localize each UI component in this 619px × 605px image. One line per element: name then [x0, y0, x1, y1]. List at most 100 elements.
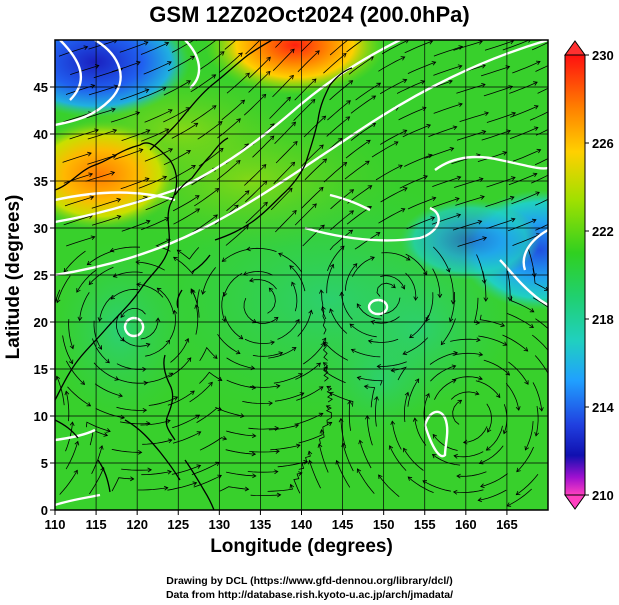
streamline-arrow — [213, 354, 218, 359]
y-tick-label: 25 — [34, 268, 48, 283]
streamline — [243, 270, 273, 276]
streamline-arrow — [86, 260, 92, 266]
streamline-arrow — [524, 380, 529, 385]
streamline — [167, 482, 197, 491]
streamline-arrow — [246, 246, 251, 252]
streamline — [172, 414, 200, 429]
streamline — [348, 56, 374, 75]
streamline — [95, 408, 125, 419]
streamline — [169, 310, 176, 340]
streamline-arrow — [120, 337, 125, 342]
streamline-arrow — [475, 320, 481, 326]
streamline-arrow — [168, 148, 174, 153]
streamline — [531, 42, 548, 51]
streamline-arrow — [487, 428, 492, 433]
streamline — [245, 180, 268, 203]
streamline-arrow — [322, 158, 328, 163]
streamline — [512, 233, 541, 246]
streamline — [248, 56, 271, 79]
streamline — [88, 85, 118, 96]
streamline — [381, 40, 409, 55]
streamline — [145, 339, 170, 357]
streamline — [141, 471, 172, 476]
streamline — [511, 295, 535, 313]
streamline — [304, 158, 327, 181]
streamline — [252, 135, 275, 158]
streamline — [344, 160, 370, 180]
streamline-arrow — [425, 392, 430, 398]
streamline — [452, 220, 482, 231]
streamline — [301, 187, 324, 209]
streamline — [245, 202, 268, 224]
streamline — [529, 111, 548, 121]
streamline-arrow — [64, 390, 70, 396]
streamline-arrow — [440, 340, 446, 346]
streamline-arrow — [452, 489, 458, 495]
y-tick-label: 15 — [34, 362, 48, 377]
streamline-arrow — [137, 449, 143, 455]
streamline-arrow — [63, 267, 69, 273]
streamline — [91, 445, 103, 474]
streamline — [453, 489, 484, 493]
streamline-arrow — [103, 432, 109, 437]
streamline-arrow — [363, 384, 369, 390]
streamline-arrow — [431, 454, 437, 459]
streamline — [224, 40, 237, 50]
streamline-arrow — [457, 399, 463, 405]
streamline-arrow — [478, 177, 484, 182]
streamline-arrow — [112, 273, 118, 278]
streamline-arrow — [393, 141, 399, 146]
streamline — [345, 139, 371, 159]
streamline-arrow — [192, 481, 198, 487]
streamline — [532, 268, 548, 291]
streamline — [142, 439, 172, 445]
streamline-arrow — [244, 190, 250, 195]
streamline-arrow — [391, 283, 396, 289]
streamline-arrow — [422, 480, 428, 485]
streamline-arrow — [211, 105, 217, 110]
streamline — [91, 198, 121, 209]
streamline — [378, 56, 405, 72]
x-tick-label: 125 — [167, 517, 189, 532]
streamline — [422, 480, 451, 492]
streamline — [293, 472, 302, 494]
streamline-arrow — [244, 486, 250, 492]
streamline-arrow — [288, 187, 293, 193]
streamline-arrow — [292, 209, 297, 215]
streamline — [359, 440, 372, 469]
streamline — [79, 292, 90, 321]
x-tick-label: 165 — [496, 517, 518, 532]
streamline-arrow — [295, 443, 301, 449]
streamline-arrow — [145, 129, 151, 134]
streamline — [114, 149, 143, 160]
streamline-arrow — [135, 111, 141, 116]
streamline-arrow — [316, 362, 321, 368]
x-tick-label: 120 — [126, 517, 148, 532]
streamline — [405, 272, 417, 301]
streamline — [535, 65, 548, 72]
streamline — [245, 40, 261, 55]
streamline-arrow — [55, 298, 61, 304]
streamline-arrow — [538, 407, 544, 412]
streamline-arrow — [553, 107, 557, 111]
streamline-arrow — [172, 309, 178, 315]
streamline — [351, 349, 381, 358]
streamline-arrow — [105, 358, 110, 364]
streamline-arrow — [480, 195, 485, 200]
streamline — [508, 173, 537, 186]
streamline — [110, 288, 139, 300]
streamline — [221, 292, 226, 322]
streamline — [326, 264, 334, 294]
streamline-arrow — [211, 74, 217, 79]
streamline — [119, 421, 150, 425]
streamline — [244, 338, 275, 345]
streamline-arrow — [495, 393, 501, 399]
streamline — [99, 295, 114, 322]
streamline-arrow — [350, 348, 356, 354]
streamline — [379, 79, 407, 95]
streamline — [64, 196, 94, 207]
streamline-arrow — [269, 135, 275, 141]
contour-lines — [55, 40, 548, 507]
streamline-arrow — [482, 236, 488, 241]
streamline — [326, 116, 350, 137]
